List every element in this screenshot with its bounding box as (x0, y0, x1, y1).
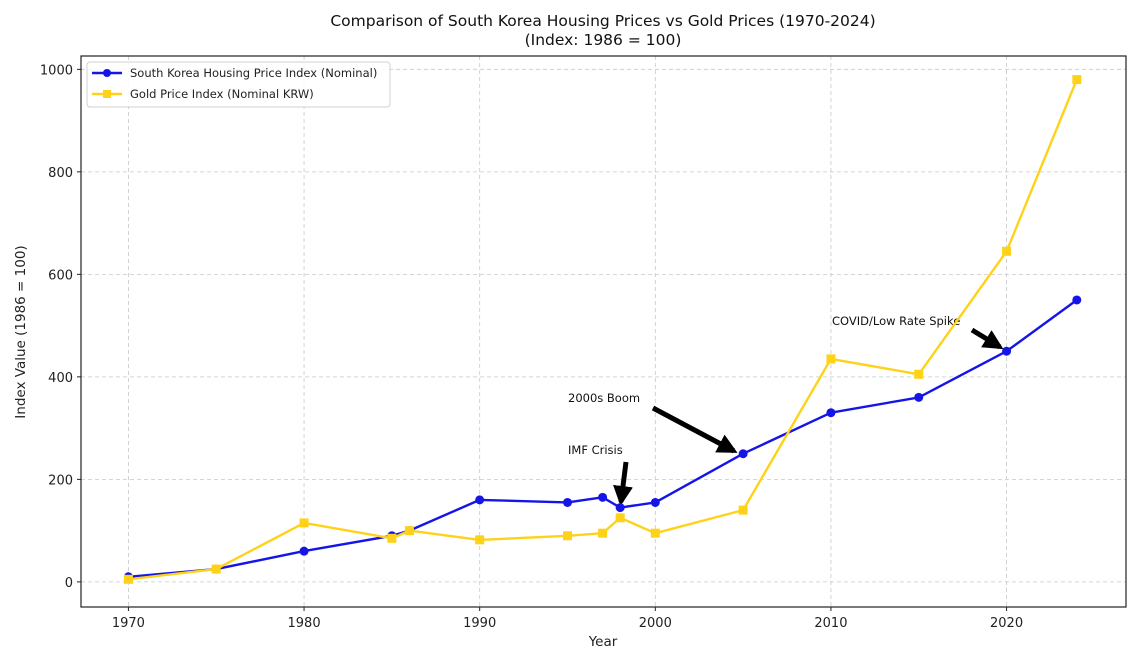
legend-label-gold: Gold Price Index (Nominal KRW) (130, 87, 314, 101)
legend-marker-gold (103, 90, 111, 98)
annotation-arrow (651, 405, 738, 454)
data-point (299, 546, 309, 556)
annotation-label: IMF Crisis (568, 443, 623, 457)
data-point (1002, 346, 1012, 356)
annotations: IMF Crisis 2000s Boom COVID/Low Rate Spike (568, 314, 1004, 506)
x-tick-label: 2010 (814, 616, 847, 631)
legend: South Korea Housing Price Index (Nominal… (86, 61, 391, 108)
series-housing (123, 295, 1082, 582)
data-point (562, 531, 572, 541)
data-point (562, 497, 572, 507)
y-tick-label: 400 (48, 371, 73, 386)
x-tick-label: 1970 (112, 616, 145, 631)
annotation-arrow (613, 461, 633, 506)
series-gold (123, 75, 1082, 584)
data-point (598, 492, 608, 502)
x-tick-label: 1980 (288, 616, 321, 631)
x-tick-label: 2020 (990, 616, 1023, 631)
data-point (738, 449, 748, 459)
annotation-label: 2000s Boom (568, 391, 640, 405)
data-point (1002, 246, 1012, 256)
data-point (914, 392, 924, 402)
legend-label-housing: South Korea Housing Price Index (Nominal… (130, 66, 377, 80)
legend-marker-housing (103, 69, 111, 77)
data-point (738, 505, 748, 515)
series-line (128, 79, 1078, 581)
annotation-arrow (970, 327, 1004, 350)
data-point (475, 535, 485, 545)
chart-title: Comparison of South Korea Housing Prices… (330, 12, 875, 30)
y-tick-label: 0 (65, 576, 73, 591)
data-point (914, 369, 924, 379)
chart-subtitle: (Index: 1986 = 100) (525, 31, 682, 49)
data-point (211, 564, 221, 574)
data-point (1072, 295, 1082, 305)
data-point (475, 495, 485, 505)
x-tick-label: 1990 (463, 616, 496, 631)
data-point (404, 526, 414, 536)
data-point (299, 518, 309, 528)
x-tick-label: 2000 (639, 616, 672, 631)
data-point (650, 528, 660, 538)
data-point (615, 503, 625, 513)
y-tick-label: 800 (48, 166, 73, 181)
data-point (650, 497, 660, 507)
legend-box (86, 61, 391, 108)
data-point (598, 528, 608, 538)
y-tick-label: 200 (48, 473, 73, 488)
data-point (826, 408, 836, 418)
y-axis-ticks: 0 200 400 600 800 1000 (40, 63, 81, 591)
data-point (615, 513, 625, 523)
data-point (1072, 75, 1082, 85)
data-point (387, 533, 397, 543)
y-tick-label: 1000 (40, 63, 73, 78)
plot-frame (80, 55, 1127, 608)
grid (81, 56, 1126, 607)
y-axis-label: Index Value (1986 = 100) (13, 245, 29, 418)
data-point (826, 354, 836, 364)
annotation-label: COVID/Low Rate Spike (832, 314, 960, 328)
data-point (123, 574, 133, 584)
x-axis-ticks: 1970 1980 1990 2000 2010 2020 (112, 607, 1023, 631)
series-layer (123, 75, 1082, 584)
y-tick-label: 600 (48, 268, 73, 283)
x-axis-label: Year (588, 634, 618, 650)
